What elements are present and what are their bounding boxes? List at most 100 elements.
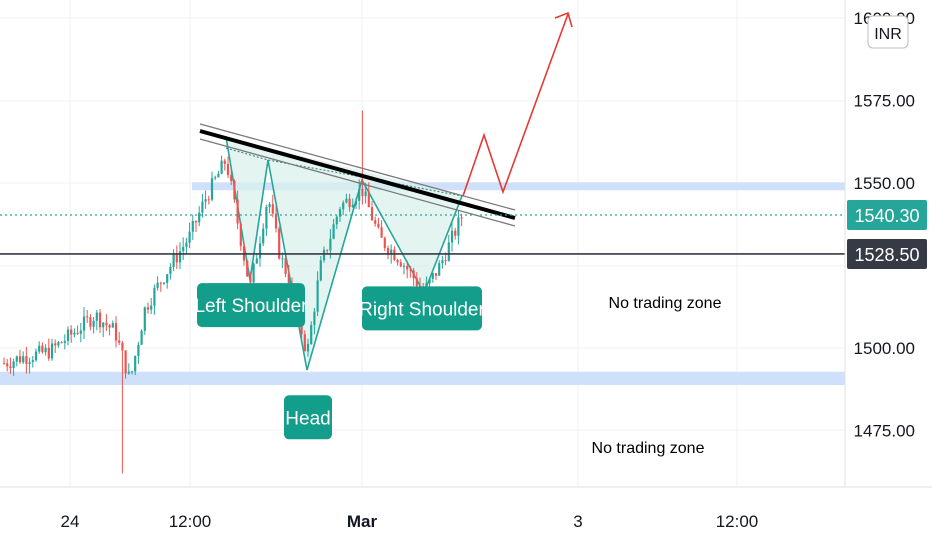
trendline-main — [199, 129, 516, 220]
candle-body — [415, 278, 418, 287]
candle-body — [25, 356, 28, 364]
price-badge-label: 1540.30 — [854, 206, 919, 226]
candle-body — [153, 287, 156, 306]
candle-body — [329, 238, 332, 251]
x-tick-label: 12:00 — [716, 512, 759, 531]
candle-body — [204, 199, 207, 202]
candle-body — [271, 204, 274, 214]
candle-body — [265, 206, 268, 229]
candle-body — [438, 263, 441, 276]
candle-body — [431, 273, 434, 279]
candle-body — [444, 260, 447, 262]
candle-body — [57, 342, 60, 346]
candle-body — [124, 350, 127, 374]
candle-body — [150, 305, 153, 310]
grid — [0, 0, 845, 487]
candle-body — [367, 191, 370, 208]
candle-body — [44, 347, 47, 353]
candle-body — [233, 181, 236, 200]
candle-body — [278, 228, 281, 259]
zone-label: No trading zone — [592, 440, 705, 457]
candle-body — [166, 274, 169, 283]
candle-body — [249, 276, 252, 283]
candle-body — [66, 329, 70, 342]
candle-body — [31, 360, 34, 363]
candle-body — [412, 270, 415, 279]
candle-body — [322, 249, 326, 261]
candle-body — [374, 220, 377, 224]
candle-body — [63, 341, 66, 343]
candle-body — [159, 282, 162, 284]
candle-body — [12, 361, 15, 369]
candle-body — [169, 266, 172, 275]
candle-body — [47, 347, 50, 359]
candle-body — [210, 178, 214, 200]
candle-body — [182, 246, 185, 252]
candle-body — [226, 163, 230, 176]
candle-body — [198, 212, 201, 223]
candle-body — [134, 356, 137, 372]
y-tick-label: 1550.00 — [854, 174, 915, 193]
candle-body — [313, 311, 316, 326]
candle-body — [143, 307, 146, 331]
candle-body — [268, 204, 271, 207]
candle-body — [207, 199, 210, 201]
candle-body — [434, 273, 438, 276]
candle-body — [332, 224, 335, 239]
candle-body — [201, 201, 204, 213]
candle-body — [130, 371, 134, 373]
candle-body — [38, 345, 41, 352]
candle-body — [460, 217, 463, 219]
candle-body — [70, 329, 73, 335]
candle-body — [15, 356, 18, 362]
candle-body — [345, 198, 348, 203]
price-lines — [0, 214, 845, 255]
candle-body — [281, 258, 284, 260]
candle-body — [223, 160, 226, 164]
candle-body — [79, 330, 82, 334]
candle-body — [377, 223, 380, 228]
candle-body — [457, 217, 460, 236]
candle-body — [6, 363, 9, 367]
candle-body — [428, 278, 431, 284]
candle-body — [316, 280, 319, 312]
reference-price-badge — [847, 238, 927, 269]
candle-body — [220, 160, 223, 174]
pattern-labels: Left Shoulder Head Right Shoulder — [194, 283, 486, 440]
y-tick-label: 1475.00 — [854, 422, 915, 441]
candle-body — [409, 269, 412, 271]
zone-band — [0, 371, 845, 385]
candle-body — [239, 223, 242, 247]
candle-body — [342, 202, 345, 210]
candle-body — [191, 220, 194, 232]
candle-body — [348, 198, 351, 208]
pattern-label-box — [284, 395, 332, 440]
candle-body — [121, 342, 124, 351]
svg-text:INR: INR — [874, 26, 902, 43]
candle-body — [9, 366, 12, 369]
candle-body — [326, 249, 329, 251]
currency-badge[interactable]: INR — [867, 15, 909, 49]
x-tick-label: 12:00 — [169, 512, 212, 531]
candle-body — [194, 220, 198, 223]
candle-body — [82, 316, 86, 331]
candle-body — [34, 351, 38, 361]
candle-body — [102, 322, 105, 328]
candle-body — [390, 249, 393, 255]
candle-body — [380, 227, 383, 238]
candle-body — [399, 262, 402, 267]
candle-body — [114, 323, 118, 341]
candle-body — [364, 191, 367, 197]
no-trading-zone-bands — [0, 182, 845, 385]
candle-body — [18, 356, 22, 363]
candle-body — [140, 330, 143, 345]
candle-body — [351, 204, 354, 208]
zone-label: No trading zone — [609, 295, 722, 312]
time-axis[interactable]: 24 12:00 Mar 3 12:00 — [0, 486, 932, 550]
candle-body — [303, 334, 306, 352]
y-tick-label: 1500.00 — [854, 339, 915, 358]
candle-body — [178, 251, 182, 263]
candle-body — [41, 345, 44, 353]
